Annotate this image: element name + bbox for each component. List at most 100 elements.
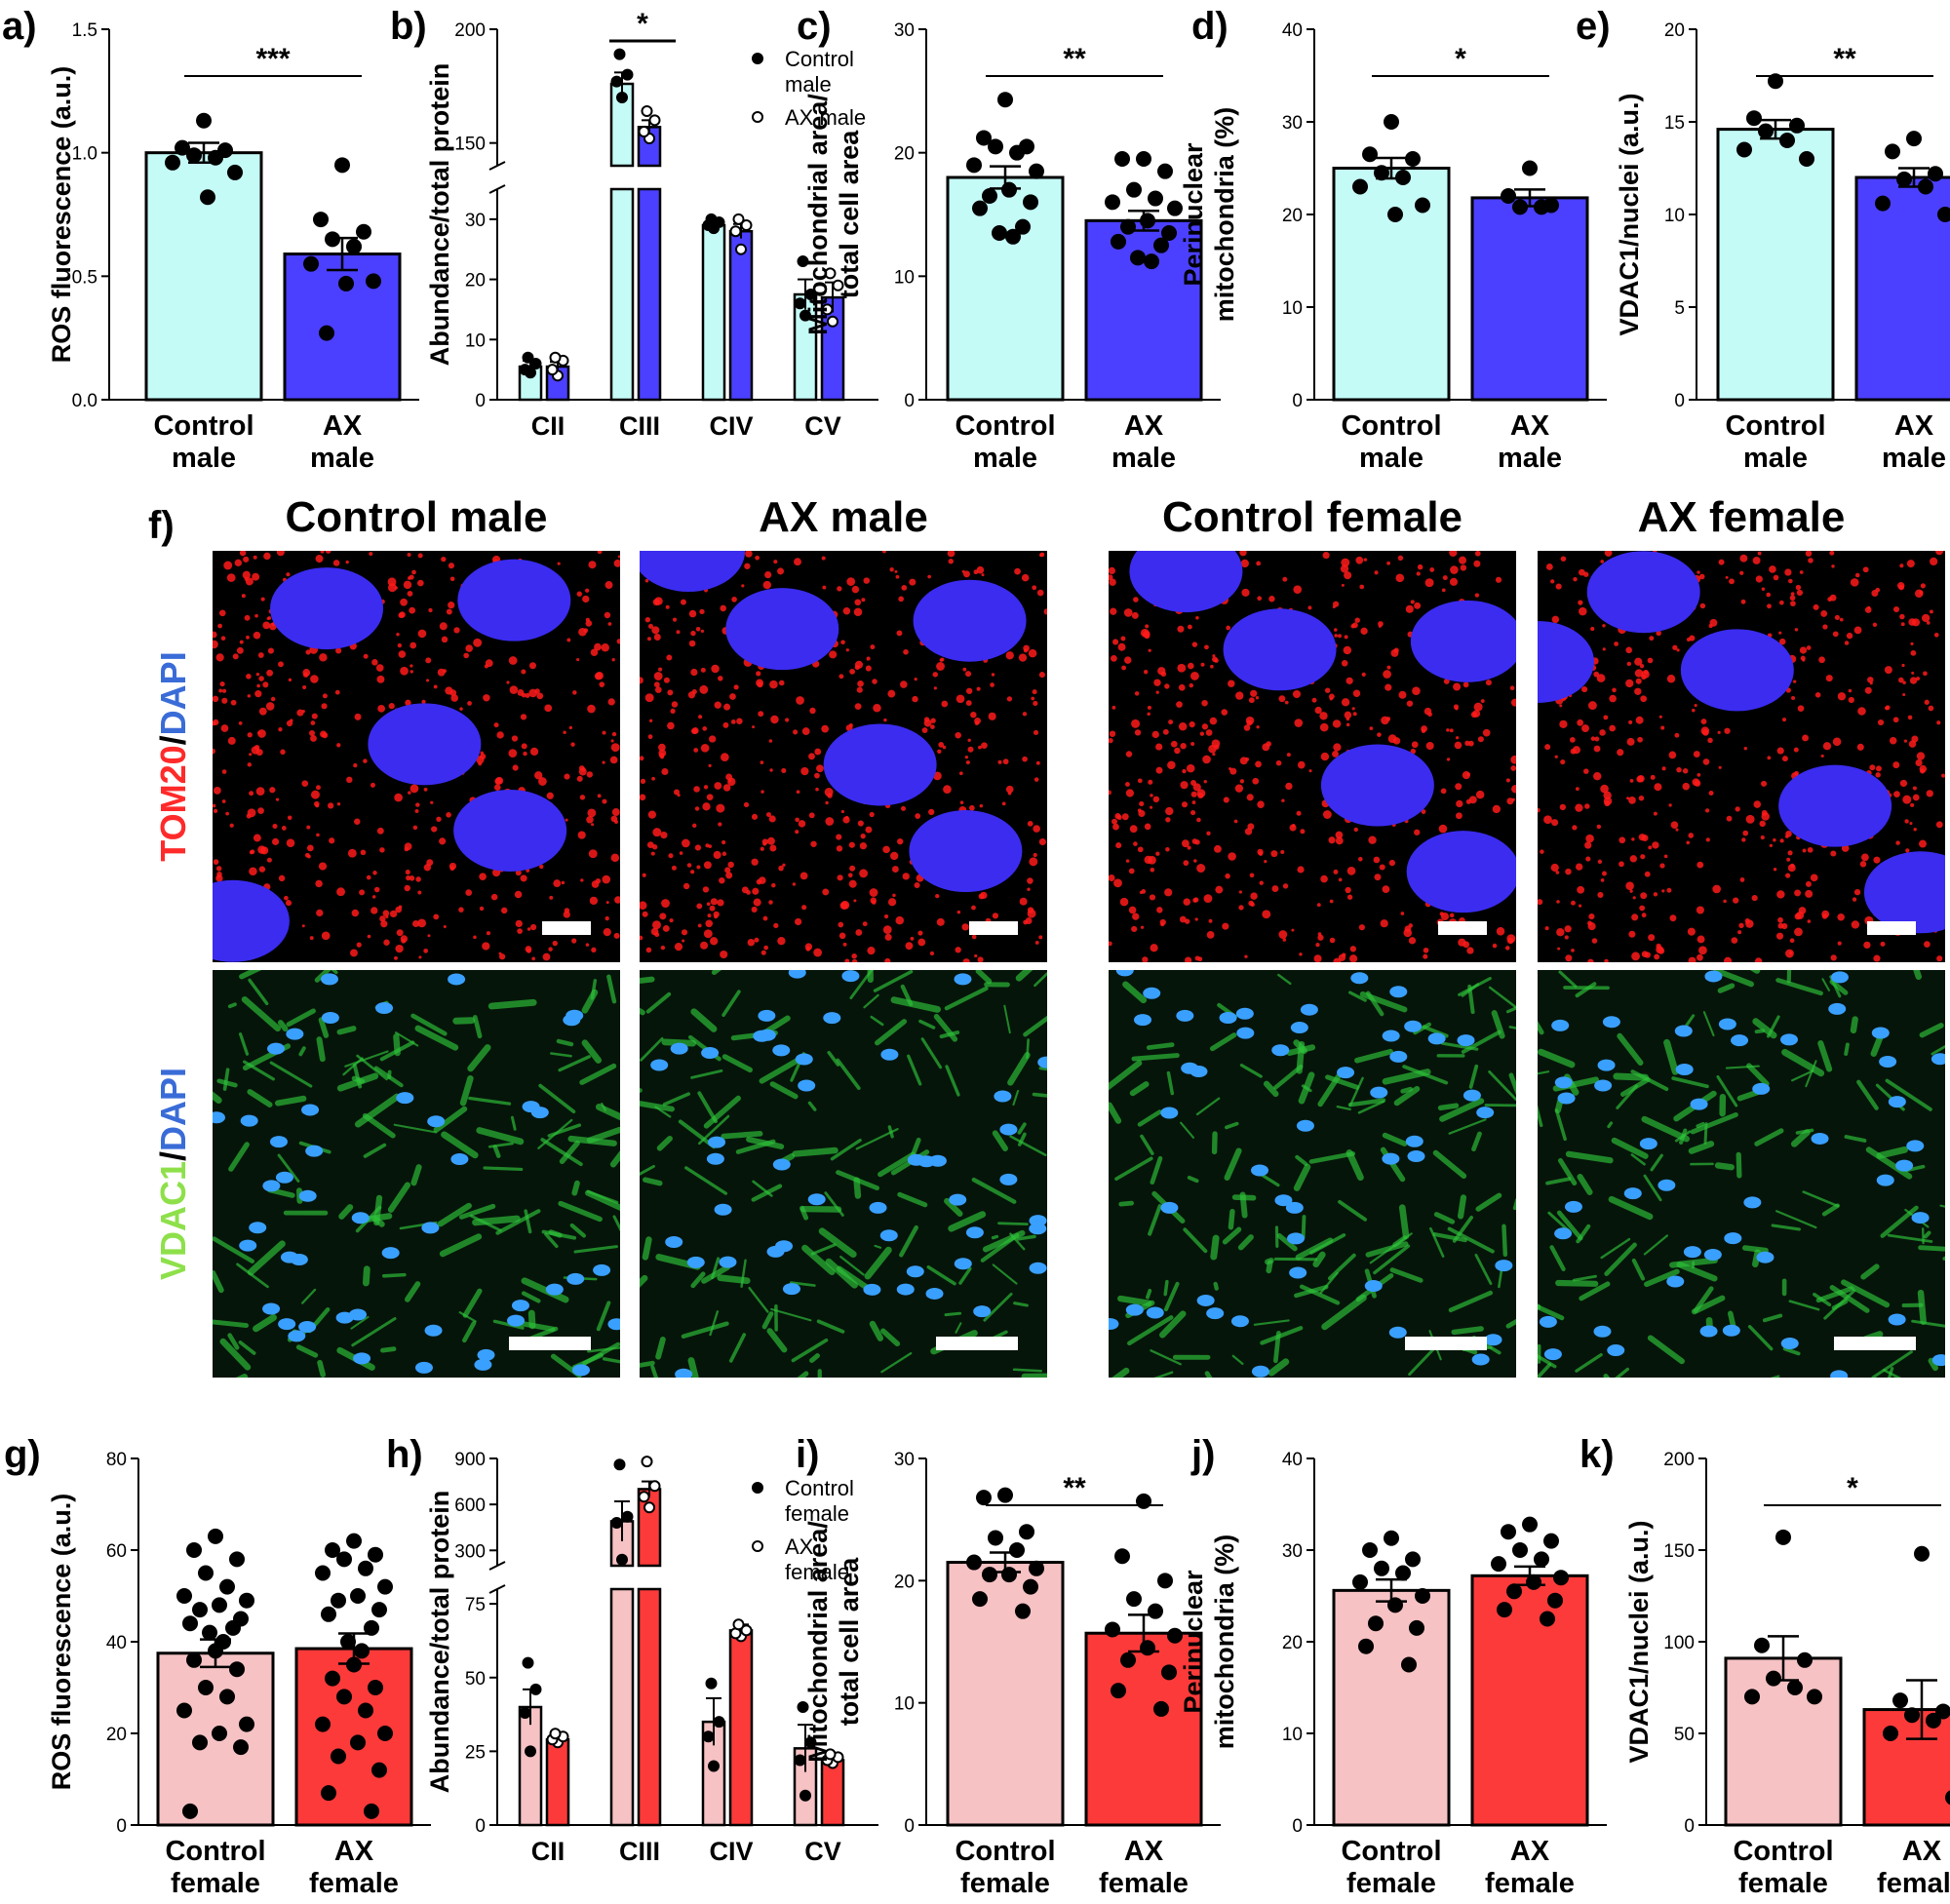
mitochondria-speck (1735, 806, 1740, 812)
mitochondria-speck (433, 684, 438, 689)
nucleus (949, 1193, 967, 1206)
nucleus (1410, 600, 1516, 682)
nucleus (1337, 1067, 1355, 1079)
cell-process (640, 976, 655, 985)
mitochondria-speck (602, 730, 606, 735)
row-label-part: VDAC1 (153, 1161, 193, 1280)
cell-process (492, 1319, 525, 1330)
mitochondria-speck (1625, 679, 1634, 688)
mitochondria-speck (753, 898, 761, 907)
mitochondria-speck (1180, 743, 1187, 750)
data-point (824, 267, 837, 280)
mitochondria-speck (671, 701, 679, 708)
mitochondria-speck (854, 703, 862, 710)
cell-process (818, 1227, 857, 1259)
mitochondria-speck (1820, 754, 1824, 758)
mitochondria-speck (910, 936, 915, 941)
data-point (613, 48, 626, 60)
cell-process (1717, 983, 1736, 993)
legend-label: Control (785, 1476, 854, 1500)
mitochondria-speck (286, 838, 295, 847)
data-point (331, 1592, 346, 1609)
mitochondria-speck (677, 793, 681, 797)
mitochondria-speck (882, 925, 892, 935)
data-point (182, 1615, 198, 1632)
mitochondria-speck (718, 676, 723, 681)
cell-process (907, 1054, 922, 1086)
legend-marker (752, 111, 763, 123)
mitochondria-speck (415, 876, 421, 882)
mitochondria-speck (1474, 551, 1481, 557)
mitochondria-speck (332, 560, 340, 566)
mitochondria-speck (979, 803, 984, 808)
cell-process (1911, 1319, 1945, 1328)
cell-process (1505, 1318, 1516, 1329)
nucleus (1389, 1050, 1408, 1063)
mitochondria-speck (1829, 594, 1837, 602)
mitochondria-speck (842, 816, 850, 824)
mitochondria-speck (1440, 912, 1450, 921)
mitochondria-speck (564, 773, 570, 780)
mitochondria-speck (929, 951, 935, 956)
mitochondria-speck (892, 893, 896, 898)
panel-label: g) (4, 1433, 41, 1476)
mitochondria-speck (1282, 883, 1289, 889)
mitochondria-speck (642, 873, 646, 877)
mitochondria-speck (253, 631, 261, 640)
data-point (371, 1762, 387, 1778)
mitochondria-speck (1155, 743, 1163, 751)
mitochondria-speck (718, 822, 722, 827)
nucleus (1593, 1325, 1612, 1338)
y-tick-label: 0 (1292, 1816, 1303, 1837)
bar (144, 151, 263, 402)
mitochondria-speck (1555, 583, 1562, 590)
mitochondria-speck (1249, 873, 1255, 878)
nucleus (863, 1283, 881, 1296)
mitochondria-speck (1629, 778, 1634, 783)
data-point (1015, 1603, 1031, 1619)
nucleus (450, 1153, 469, 1166)
mitochondria-speck (1820, 609, 1828, 617)
mitochondria-speck (1190, 780, 1197, 787)
mitochondria-speck (526, 948, 531, 953)
mitochondria-speck (1465, 798, 1471, 804)
mitochondria-speck (1240, 559, 1249, 568)
mitochondria-speck (838, 921, 844, 928)
mitochondria-speck (762, 841, 767, 846)
cell-process (1222, 1226, 1242, 1245)
mitochondria-speck (757, 681, 763, 688)
mitochondria-speck (529, 923, 537, 931)
cell-process (350, 1315, 370, 1330)
cell-process (1663, 1038, 1679, 1075)
mitochondria-speck (1794, 770, 1799, 776)
mitochondria-speck (1911, 671, 1915, 675)
mitochondria-speck (1829, 551, 1835, 556)
mitochondria-speck (1538, 899, 1543, 906)
cell-process (1153, 1371, 1174, 1378)
nucleus (1219, 1011, 1237, 1024)
mitochondria-speck (1123, 656, 1132, 664)
mitochondria-speck (646, 841, 654, 848)
mitochondria-speck (1248, 900, 1254, 907)
mitochondria-speck (284, 895, 289, 901)
data-point (976, 1490, 992, 1506)
mitochondria-speck (1593, 771, 1602, 781)
mitochondria-speck (1449, 728, 1454, 733)
data-point (549, 351, 562, 364)
mitochondria-speck (971, 905, 976, 911)
mitochondria-speck (754, 937, 760, 943)
cell-process (1690, 1111, 1738, 1135)
cell-process (975, 970, 993, 985)
mitochondria-speck (1244, 828, 1253, 835)
cell-process (1930, 1044, 1945, 1056)
mitochondria-speck (1333, 957, 1342, 962)
cell-process (656, 1135, 673, 1151)
cell-process (1224, 1147, 1242, 1182)
mitochondria-speck (1022, 712, 1028, 717)
mitochondria-speck (1584, 803, 1590, 809)
panel-label: j) (1190, 1433, 1215, 1476)
cell-process (1821, 1203, 1841, 1217)
cell-process (433, 1106, 468, 1133)
cell-process (1422, 1025, 1449, 1038)
mitochondria-speck (1639, 905, 1646, 912)
